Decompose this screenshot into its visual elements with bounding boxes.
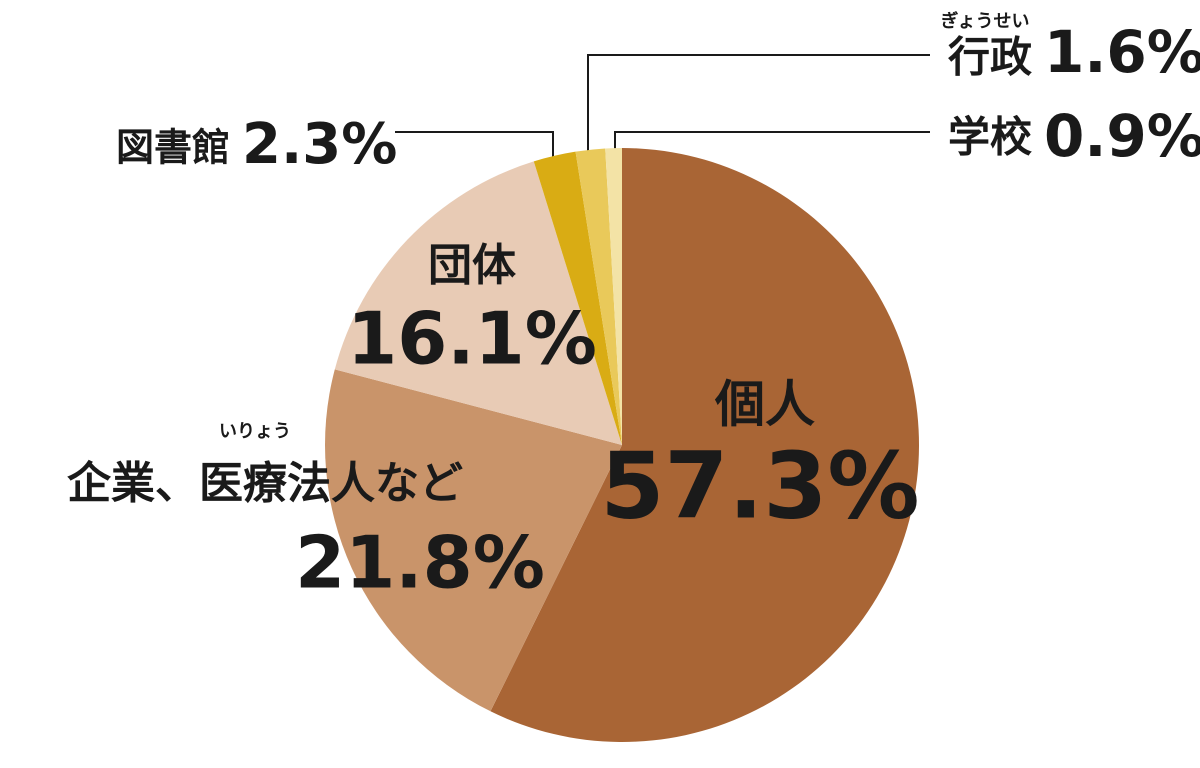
slice-label: 学校: [948, 113, 1032, 162]
pie-slice: [325, 369, 622, 712]
slice-label: 個人: [714, 376, 815, 434]
leader-line: [587, 54, 930, 168]
pie-slice: [334, 161, 622, 446]
slice-value-label: 57.3%: [600, 432, 919, 539]
slice-value-label: 0.9%: [1044, 102, 1200, 170]
pie-slice: [605, 148, 622, 445]
slice-value-label: 1.6%: [1044, 18, 1200, 86]
slice-label: 行政: [948, 33, 1032, 82]
slice-value-label: 2.3%: [242, 112, 397, 177]
furigana: いりょう: [219, 421, 291, 442]
furigana: ぎょうせい: [940, 10, 1029, 32]
slice-value-label: 16.1%: [347, 297, 597, 381]
slice-value-label: 21.8%: [295, 521, 545, 605]
slice-label: 企業、医療法人など: [67, 458, 463, 509]
slice-label: 団体: [428, 240, 516, 291]
pie-slice: [575, 148, 622, 446]
slice-label: 図書館: [116, 126, 230, 170]
pie-slice: [533, 151, 622, 446]
pie-slice: [490, 148, 920, 742]
